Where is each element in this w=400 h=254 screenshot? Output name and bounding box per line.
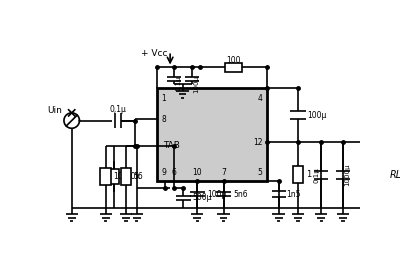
- Text: 100μ: 100μ: [307, 111, 327, 120]
- Text: 1000μ: 1000μ: [344, 164, 350, 186]
- Text: Uin: Uin: [48, 106, 62, 115]
- Text: 1: 1: [162, 94, 166, 103]
- Text: 100μ: 100μ: [193, 75, 199, 93]
- Text: 8: 8: [162, 115, 166, 123]
- Bar: [120, 168, 131, 185]
- Text: 6: 6: [172, 168, 176, 177]
- Text: 100k: 100k: [121, 172, 140, 181]
- Text: RL: RL: [390, 170, 400, 180]
- Bar: [108, 169, 119, 184]
- Text: 100μ: 100μ: [207, 189, 227, 199]
- Bar: [365, 168, 372, 182]
- Bar: [100, 168, 111, 185]
- Text: 5n6: 5n6: [234, 189, 248, 199]
- Text: 7: 7: [221, 168, 226, 177]
- Text: + Vcc: + Vcc: [141, 49, 168, 58]
- Text: 56: 56: [134, 172, 144, 181]
- Text: 500μ: 500μ: [193, 194, 212, 202]
- Text: 100k: 100k: [114, 172, 132, 181]
- Bar: [225, 63, 242, 72]
- Text: 0,1μ: 0,1μ: [110, 105, 127, 114]
- Text: 0,1μ: 0,1μ: [314, 167, 320, 183]
- Text: 1: 1: [306, 170, 311, 179]
- Text: 100: 100: [226, 56, 240, 65]
- Bar: [292, 166, 304, 183]
- Text: 12: 12: [253, 138, 262, 147]
- Text: 4: 4: [258, 94, 262, 103]
- Text: 5: 5: [258, 168, 262, 177]
- Text: 9: 9: [162, 168, 166, 177]
- Text: 10: 10: [192, 168, 202, 177]
- Text: 1n5: 1n5: [286, 189, 301, 199]
- Text: 0,1μ: 0,1μ: [176, 75, 182, 91]
- Polygon shape: [372, 161, 386, 189]
- Bar: [157, 88, 267, 181]
- Text: TAB: TAB: [163, 141, 180, 150]
